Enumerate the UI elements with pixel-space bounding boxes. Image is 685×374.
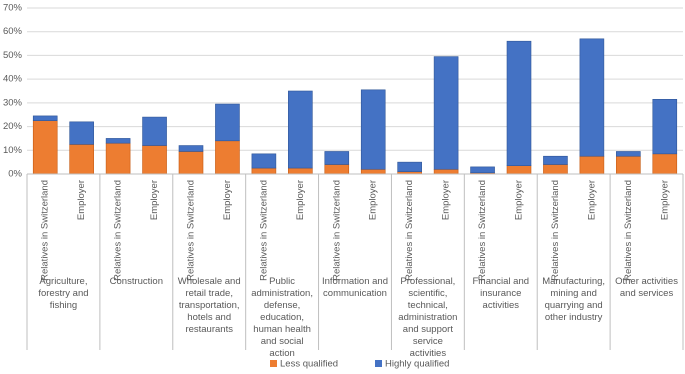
y-tick-label: 50% [3, 50, 23, 61]
x-tick-label: Employer [368, 180, 379, 220]
bar-segment [324, 164, 350, 175]
bar-segment [251, 153, 277, 169]
bar-segment [360, 89, 386, 170]
bar-segment [579, 155, 605, 175]
bar-segment [251, 167, 277, 175]
bar-segment [215, 103, 240, 142]
bar-segment [360, 168, 386, 175]
bar-segment [433, 168, 459, 175]
legend-label: Less qualified [280, 359, 338, 370]
group-label: Agriculture, forestry and fishing [38, 276, 89, 311]
x-tick-label: Employer [441, 180, 452, 220]
y-tick-label: 60% [3, 26, 23, 37]
x-tick-label: Relatives in Switzerland [40, 180, 51, 281]
group-label: Professional, scientific, technical, adm… [398, 276, 458, 359]
y-tick-label: 0% [8, 169, 22, 180]
bar-segment [433, 56, 459, 170]
bar-segment [69, 121, 94, 145]
bar-segment [616, 155, 641, 175]
x-tick-label: Relatives in Switzerland [404, 180, 415, 281]
bar-segment [543, 164, 568, 175]
bar-segment [105, 138, 131, 144]
legend-swatch [270, 360, 277, 367]
group-label: Other activities and services [615, 276, 678, 299]
bar-segment [288, 167, 313, 175]
x-tick-label: Relatives in Switzerland [331, 180, 342, 281]
x-tick-label: Relatives in Switzerland [550, 180, 561, 281]
bar-segment [397, 161, 422, 172]
legend-swatch [375, 360, 382, 367]
y-tick-label: 20% [3, 121, 23, 132]
bar-segment [324, 151, 350, 165]
bar-segment [470, 166, 495, 174]
bar-segment [32, 115, 58, 121]
x-tick-label: Relatives in Switzerland [113, 180, 124, 281]
x-tick-label: Employer [295, 180, 306, 220]
bar-segment [288, 90, 313, 169]
y-tick-label: 10% [3, 145, 23, 156]
x-tick-label: Employer [76, 180, 87, 220]
bar-segment [32, 120, 58, 175]
x-tick-label: Employer [586, 180, 597, 220]
bar-segment [105, 142, 131, 175]
x-tick-label: Relatives in Switzerland [258, 180, 269, 281]
bar-segment [616, 151, 641, 157]
x-tick-label: Relatives in Switzerland [477, 180, 488, 281]
bar-segment [652, 153, 678, 175]
legend-label: Highly qualified [385, 359, 449, 370]
y-tick-label: 40% [3, 74, 23, 85]
x-tick-label: Relatives in Switzerland [186, 180, 197, 281]
bar-segment [506, 40, 532, 167]
x-tick-label: Employer [659, 180, 670, 220]
bar-segment [215, 140, 240, 175]
bar-segment [506, 165, 532, 175]
group-label: Wholesale and retail trade, transportati… [177, 276, 241, 335]
x-tick-label: Employer [149, 180, 160, 220]
group-label: Public administration, defense, educatio… [251, 276, 313, 359]
group-label: Information and communication [321, 276, 388, 299]
x-tick-label: Employer [514, 180, 525, 220]
group-label: Manufacturing, mining and quarrying and … [542, 276, 606, 323]
bar-segment [652, 99, 678, 155]
bar-segment [543, 155, 568, 165]
group-label: Financial and insurance activities [472, 276, 530, 311]
y-tick-label: 30% [3, 97, 23, 108]
bar-segment [69, 144, 94, 175]
bar-segment [178, 145, 204, 152]
group-label: Construction [109, 276, 163, 287]
bar-segment [142, 116, 167, 146]
bar-segment [178, 151, 204, 175]
x-tick-label: Employer [222, 180, 233, 220]
bar-segment [142, 145, 167, 175]
x-tick-label: Relatives in Switzerland [623, 180, 634, 281]
y-tick-label: 70% [3, 3, 23, 14]
bar-segment [579, 38, 605, 157]
